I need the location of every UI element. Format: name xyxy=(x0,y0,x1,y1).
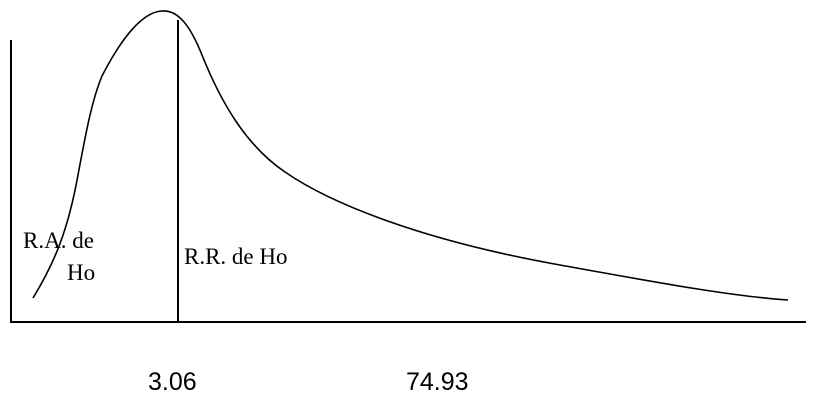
acceptance-region-label-line2: Ho xyxy=(67,260,95,285)
critical-value-label: 3.06 xyxy=(148,368,197,393)
test-statistic-label: 74.93 xyxy=(406,368,469,393)
distribution-curve xyxy=(32,10,789,301)
rejection-region-label: R.R. de Ho xyxy=(184,244,288,269)
acceptance-region-label-line1: R.A. de xyxy=(23,228,94,253)
